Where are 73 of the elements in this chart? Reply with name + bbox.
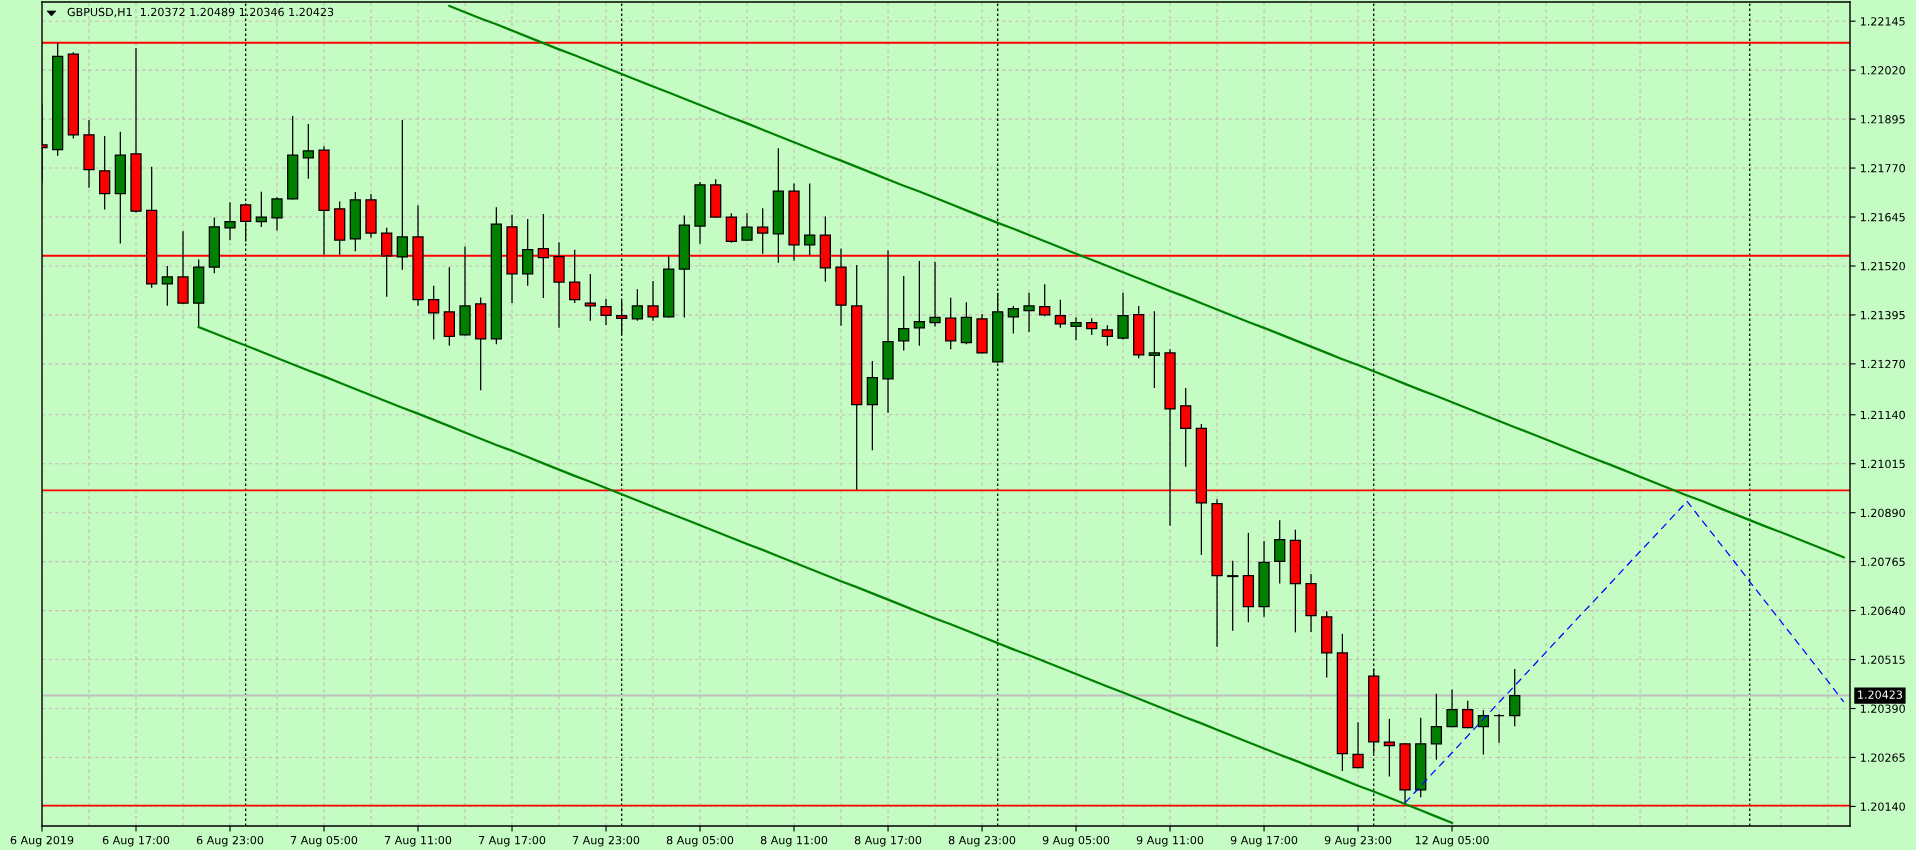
candlestick [913, 261, 926, 346]
candlestick [161, 266, 173, 306]
x-tick-label: 6 Aug 17:00 [102, 835, 170, 847]
candlestick [898, 275, 910, 351]
x-tick-label: 7 Aug 17:00 [479, 835, 546, 847]
candlestick [1509, 669, 1521, 727]
candlestick [224, 202, 236, 241]
candlestick [1180, 387, 1192, 467]
y-tick-label: 1.20140 [1860, 802, 1905, 811]
candlestick [1117, 292, 1129, 340]
candlestick [428, 285, 440, 340]
y-tick-label: 1.21645 [1860, 212, 1905, 222]
x-tick-label: 6 Aug 2019 [10, 835, 74, 847]
candlestick [1007, 306, 1020, 334]
x-tick-label: 9 Aug 05:00 [1042, 835, 1110, 847]
candlestick [1227, 560, 1239, 631]
line-series [1404, 500, 1845, 804]
candlestick [647, 281, 659, 321]
candlestick [1493, 713, 1505, 743]
x-tick-label: 9 Aug 17:00 [1230, 835, 1298, 847]
candlestick [302, 123, 314, 179]
line-series [448, 4, 1845, 559]
candlestick [1054, 299, 1067, 328]
y-tick-label: 1.20390 [1860, 704, 1905, 713]
candlestick [396, 120, 408, 270]
chart-title: GBPUSD,H1 1.20372 1.20489 1.20346 1.20423 [67, 7, 334, 18]
candlestick [1446, 689, 1458, 728]
candlestick [1274, 520, 1286, 584]
x-tick-label: 8 Aug 11:00 [760, 835, 828, 847]
candlestick [804, 183, 816, 256]
candlestick [741, 213, 753, 241]
line-series [197, 325, 1454, 824]
y-tick-label: 1.21015 [1860, 459, 1905, 469]
y-tick-label: 1.21895 [1860, 115, 1905, 124]
y-tick-label: 1.20890 [1860, 508, 1905, 518]
y-tick-label: 1.21395 [1860, 310, 1905, 320]
y-tick-label: 1.21770 [1860, 164, 1905, 173]
candlestick [271, 197, 283, 231]
candlestick [631, 289, 643, 321]
candlestick [945, 297, 957, 350]
y-tick-label: 1.21270 [1860, 359, 1905, 369]
candlestick [1023, 292, 1035, 332]
y-tick-label: 1.22020 [1860, 66, 1905, 75]
candlestick [255, 191, 267, 228]
candlestick [1148, 311, 1161, 388]
candlestick [929, 261, 941, 327]
candlestick [1462, 700, 1474, 729]
candlestick [1039, 284, 1051, 317]
x-tick-label: 8 Aug 05:00 [666, 835, 734, 847]
y-tick-label: 1.20265 [1860, 753, 1905, 762]
y-tick-label: 1.20515 [1860, 655, 1905, 664]
y-tick-label: 1.21520 [1860, 261, 1905, 271]
x-tick-label: 12 Aug 05:00 [1415, 835, 1489, 847]
candlestick [1070, 317, 1082, 341]
candlestick [600, 299, 612, 325]
y-tick-label: 1.21140 [1860, 410, 1905, 420]
x-tick-label: 7 Aug 05:00 [291, 835, 358, 847]
x-tick-label: 9 Aug 11:00 [1136, 835, 1204, 847]
ref-line-label: 1.20423 [1858, 690, 1902, 699]
candlestick [1430, 693, 1443, 760]
x-tick-label: 7 Aug 11:00 [385, 835, 452, 847]
x-tick-label: 9 Aug 23:00 [1324, 835, 1392, 847]
x-tick-label: 7 Aug 23:00 [573, 835, 640, 847]
x-tick-label: 6 Aug 23:00 [196, 835, 264, 847]
y-tick-label: 1.22145 [1860, 17, 1905, 26]
y-tick-label: 1.20765 [1860, 557, 1905, 567]
candlestick [1352, 722, 1364, 769]
candlestick [1101, 325, 1114, 346]
x-tick-label: 8 Aug 17:00 [854, 835, 922, 847]
x-tick-label: 8 Aug 23:00 [948, 835, 1016, 847]
y-tick-label: 1.20640 [1860, 606, 1905, 615]
candlestick [99, 136, 111, 210]
candlestick [584, 273, 596, 321]
